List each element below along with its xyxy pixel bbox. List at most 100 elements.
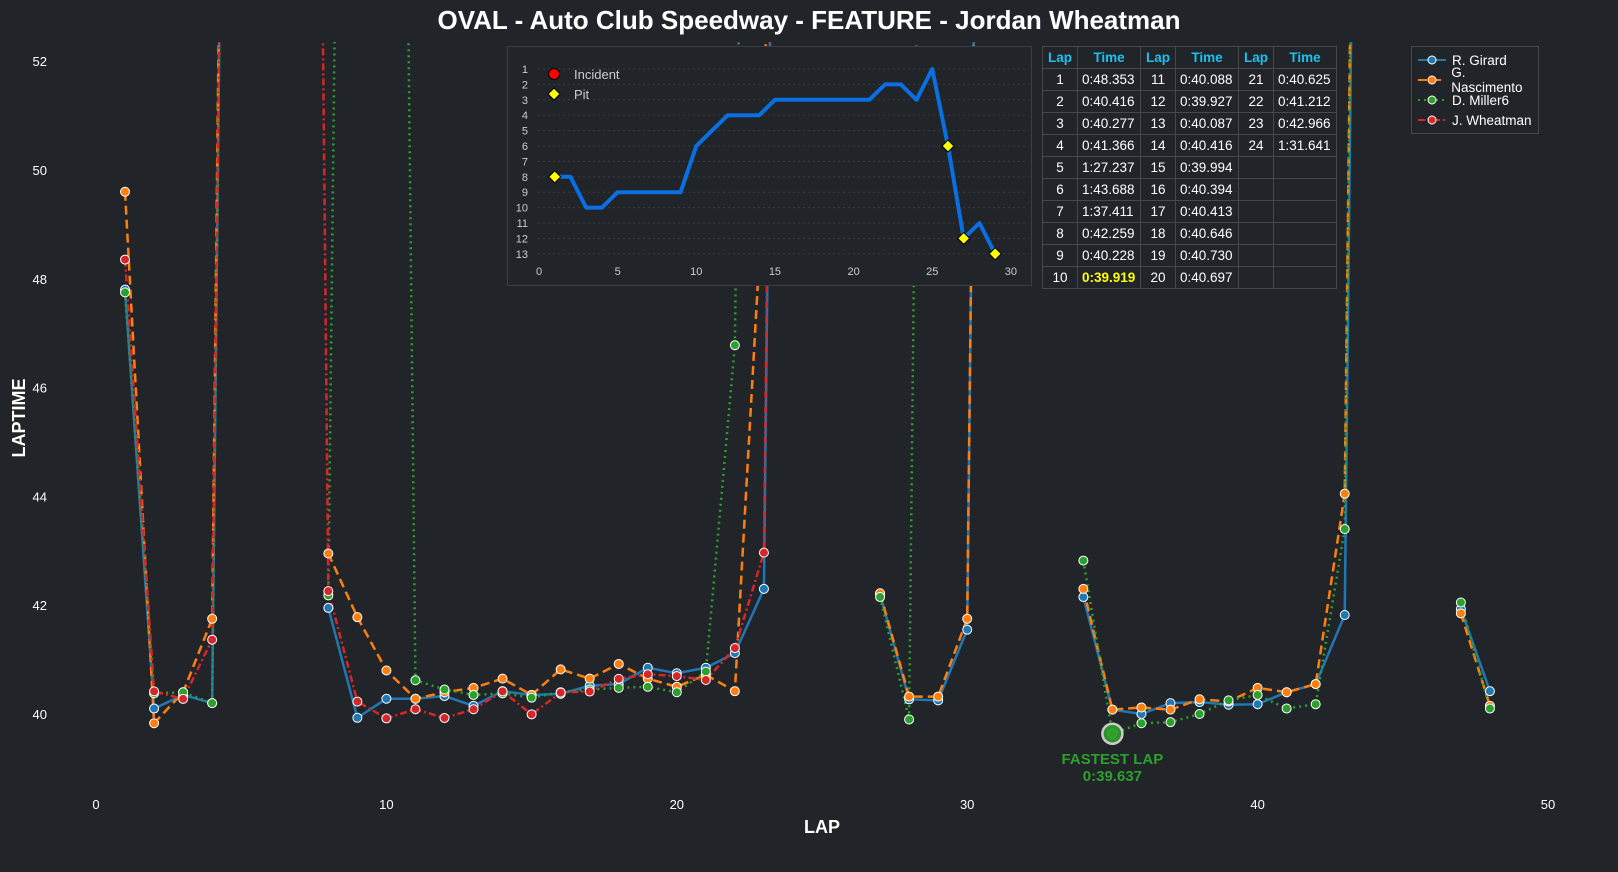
x-tick-label: 5 <box>615 266 621 278</box>
data-point <box>1281 687 1292 698</box>
data-point <box>352 712 363 723</box>
lap-number-cell: 3 <box>1042 112 1078 135</box>
lap-number-cell: 13 <box>1140 112 1176 135</box>
lap-number-cell: 20 <box>1140 266 1176 289</box>
data-point <box>497 673 508 684</box>
data-point <box>1455 597 1466 608</box>
data-point <box>410 675 421 686</box>
legend-label: J. Wheatman <box>1452 112 1532 128</box>
data-point <box>526 709 537 720</box>
y-tick-label: 52 <box>33 54 47 69</box>
data-point <box>1165 704 1176 715</box>
table-row: 4 0:41.366 14 0:40.416 24 1:31.641 <box>1042 134 1337 157</box>
series-line-g-nascimento <box>123 42 220 727</box>
data-point <box>1078 583 1089 594</box>
lap-number-cell <box>1238 266 1274 289</box>
x-tick-label: 30 <box>960 797 974 812</box>
pit-marker <box>988 247 1002 261</box>
series-line-g-nascimento <box>1459 612 1492 707</box>
data-point <box>381 693 392 704</box>
x-tick-label: 50 <box>1541 797 1555 812</box>
y-tick-label: 3 <box>522 95 528 107</box>
legend-item: D. Miller6 <box>1412 90 1538 110</box>
lap-time-cell: 0:40.646 <box>1175 222 1239 245</box>
data-point <box>468 689 479 700</box>
table-row: 9 0:40.228 19 0:40.730 <box>1042 244 1337 267</box>
lap-number-cell: 1 <box>1042 68 1078 91</box>
data-point <box>904 714 915 725</box>
pit-marker <box>548 170 562 184</box>
data-point <box>1223 695 1234 706</box>
lap-number-cell <box>1238 200 1274 223</box>
lap-number-cell: 17 <box>1140 200 1176 223</box>
x-tick-label: 20 <box>670 797 684 812</box>
y-tick-label: 11 <box>517 218 528 230</box>
data-point <box>933 691 944 702</box>
lap-number-cell <box>1238 244 1274 267</box>
plot-area <box>120 42 1495 739</box>
data-point <box>729 340 740 351</box>
table-header-row: Lap Time Lap Time Lap Time <box>1042 46 1337 69</box>
data-point <box>439 712 450 723</box>
x-tick-label: 15 <box>769 266 781 278</box>
lap-time-cell <box>1273 156 1337 179</box>
lap-time-cell: 0:48.353 <box>1077 68 1141 91</box>
table-row: 8 0:42.259 18 0:40.646 <box>1042 222 1337 245</box>
lap-time-cell: 0:42.259 <box>1077 222 1141 245</box>
lap-time-cell: 0:41.366 <box>1077 134 1141 157</box>
y-tick-label: 10 <box>516 203 528 215</box>
legend-swatch-icon <box>1418 55 1446 65</box>
y-tick-label: 2 <box>522 79 528 91</box>
data-point <box>1136 702 1147 713</box>
lap-number-cell <box>1238 178 1274 201</box>
position-line <box>554 67 997 255</box>
lap-time-table: Lap Time Lap Time Lap Time 1 0:48.353 11 0:40.088… <box>1042 46 1337 289</box>
data-point <box>729 643 740 654</box>
x-tick-label: 20 <box>847 266 859 278</box>
data-point <box>1165 717 1176 728</box>
legend-item: J. Wheatman <box>1412 110 1538 130</box>
data-point <box>207 634 218 645</box>
column-header: Time <box>1175 46 1239 69</box>
y-tick-label: 12 <box>516 233 528 245</box>
y-tick-label: 42 <box>33 598 47 613</box>
data-point <box>758 583 769 594</box>
table-row: 10 0:39.919 20 0:40.697 <box>1042 266 1337 289</box>
x-tick-label: 30 <box>1005 266 1017 278</box>
lap-time-cell: 0:40.416 <box>1175 134 1239 157</box>
data-point <box>178 693 189 704</box>
lap-number-cell: 16 <box>1140 178 1176 201</box>
data-point <box>962 613 973 624</box>
data-point <box>1484 686 1495 697</box>
y-tick-label: 48 <box>33 272 47 287</box>
data-point <box>758 547 769 558</box>
lap-time-cell: 1:43.688 <box>1077 178 1141 201</box>
data-point <box>1078 592 1089 603</box>
y-tick-label: 8 <box>522 172 528 184</box>
y-tick-label: 7 <box>522 156 528 168</box>
table-row: 2 0:40.416 12 0:39.927 22 0:41.212 <box>1042 90 1337 113</box>
data-point <box>1339 609 1350 620</box>
fastest-lap-time: 0:39.637 <box>1083 768 1142 785</box>
data-point <box>381 713 392 724</box>
data-point <box>962 624 973 635</box>
data-point <box>323 586 334 597</box>
data-point <box>352 696 363 707</box>
legend-swatch-icon <box>1418 95 1446 105</box>
data-point <box>1484 703 1495 714</box>
legend: R. Girard G. Nascimento D. Miller6 J. Wheat… <box>1411 46 1539 134</box>
data-point <box>1310 679 1321 690</box>
lap-time-cell: 0:40.228 <box>1077 244 1141 267</box>
lap-time-cell: 1:37.411 <box>1077 200 1141 223</box>
data-point <box>526 692 537 703</box>
lap-time-cell: 1:31.641 <box>1273 134 1337 157</box>
table-row: 6 1:43.688 16 0:40.394 <box>1042 178 1337 201</box>
data-point <box>410 693 421 704</box>
series-line-d-miller6 <box>123 42 221 705</box>
lap-number-cell: 9 <box>1042 244 1078 267</box>
data-point <box>207 613 218 624</box>
lap-number-cell: 10 <box>1042 266 1078 289</box>
lap-number-cell <box>1238 156 1274 179</box>
